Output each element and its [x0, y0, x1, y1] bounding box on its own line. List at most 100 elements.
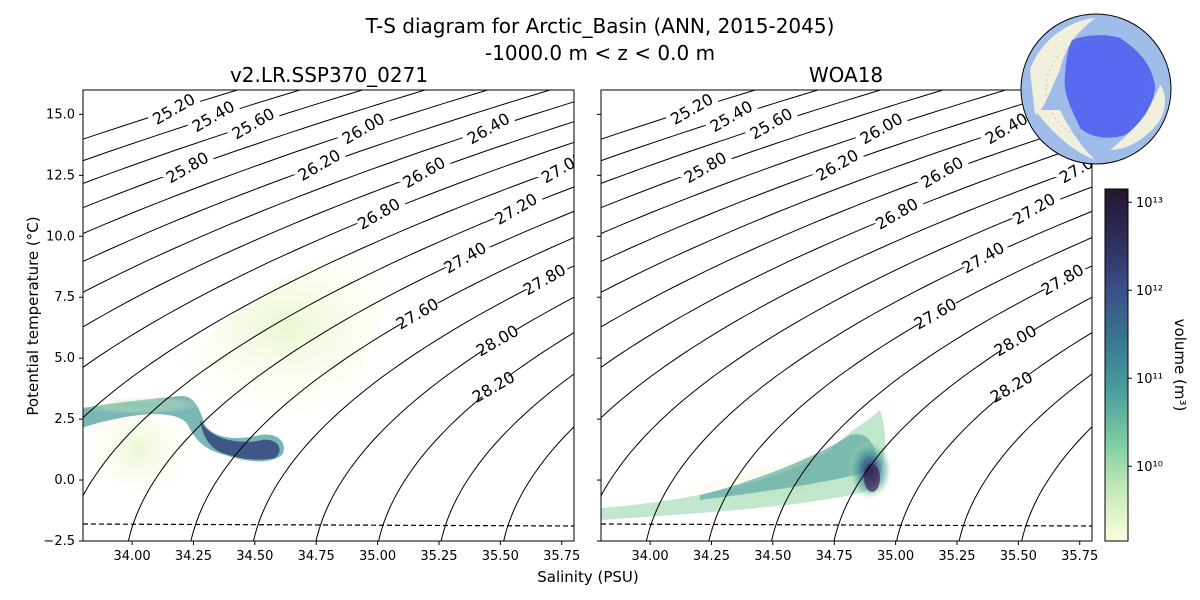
- density-contour: [601, 90, 1070, 263]
- contour-label-bg: [745, 113, 798, 134]
- density-contour: [83, 90, 552, 263]
- density-contours-obs: 25.2025.4025.6025.8026.0026.2026.4026.60…: [601, 90, 1092, 541]
- density-contour: [896, 332, 1092, 541]
- plot-frame-obs: [600, 89, 1093, 542]
- inset-land-greenland: [1035, 110, 1095, 160]
- colorbar-tick-label: 10¹²: [1136, 284, 1163, 299]
- contour-label: 28.20: [469, 367, 518, 406]
- contour-label: 27.20: [1009, 189, 1058, 228]
- x-ticks-model: 34.00 34.25 34.50 34.75 35.00 35.25 35.50 35.75: [113, 541, 580, 564]
- core-model: [200, 420, 280, 460]
- contour-label-bg: [871, 203, 924, 224]
- x-tick-label: 35.75: [1061, 549, 1098, 564]
- sparse-cloud-upper: [150, 228, 424, 424]
- y-tick-label: 7.5: [54, 290, 75, 305]
- contour-label: 27.60: [393, 294, 442, 333]
- band-obs: [601, 410, 886, 520]
- contour-label: 27.00: [538, 148, 587, 187]
- density-contour: [83, 90, 490, 235]
- density-contour: [601, 90, 883, 184]
- density-contour: [127, 210, 574, 541]
- y-tick-label: 2.5: [54, 412, 75, 427]
- colorbar-ticks: 10¹³ 10¹² 10¹¹ 10¹⁰: [1128, 196, 1163, 475]
- contour-label-bg: [353, 203, 406, 224]
- x-tick-label: 35.25: [938, 549, 975, 564]
- contour-label: 25.80: [681, 148, 730, 187]
- x-tick-label: 34.75: [816, 549, 853, 564]
- plot-frame-model: [82, 89, 575, 542]
- inset-land-eurasia: [1110, 85, 1165, 150]
- density-contour: [83, 90, 365, 184]
- density-contour: [601, 121, 1092, 328]
- ts-histogram-obs: [601, 350, 912, 522]
- contour-label-bg: [1008, 198, 1061, 219]
- x-tick-label: 34.50: [236, 549, 273, 564]
- contour-label: 28.00: [473, 321, 522, 360]
- contour-label: 27.80: [1038, 260, 1087, 299]
- contour-label-bg: [811, 154, 864, 175]
- contour-label: 26.60: [399, 153, 448, 192]
- y-ticks-obs: [597, 113, 601, 542]
- density-contour: [833, 296, 1092, 541]
- contour-label-bg: [187, 105, 240, 126]
- contour-label-bg: [471, 330, 524, 351]
- x-tick-label: 35.25: [420, 549, 457, 564]
- density-contour: [601, 163, 1092, 419]
- x-ticks-obs: 34.00 34.25 34.50 34.75 35.00 35.25 35.50 35.75: [631, 541, 1098, 564]
- density-contour: [83, 186, 574, 497]
- density-contour: [1021, 426, 1092, 541]
- sparse-cloud-left: [83, 398, 194, 500]
- contour-label: 26.60: [917, 153, 966, 192]
- colorbar: 10¹³ 10¹² 10¹¹ 10¹⁰ volume (m³): [1104, 188, 1189, 542]
- contour-label-bg: [909, 303, 962, 324]
- contour-label: 26.20: [813, 145, 862, 184]
- y-tick-label: 10.0: [46, 229, 75, 244]
- contour-label-bg: [148, 98, 201, 119]
- inset-graticule: [1045, 38, 1147, 140]
- contour-label-bg: [518, 269, 571, 290]
- y-axis-label: Potential temperature (°C): [24, 216, 42, 415]
- inset-border: [1020, 13, 1172, 165]
- ts-histogram-model: [83, 228, 424, 500]
- x-tick-label: 34.75: [298, 549, 335, 564]
- density-contour: [83, 90, 427, 209]
- x-tick-label: 34.25: [693, 549, 730, 564]
- contour-label: 28.00: [991, 321, 1040, 360]
- contour-label-bg: [666, 98, 719, 119]
- x-tick-label: 35.75: [543, 549, 580, 564]
- figure-title: T-S diagram for Arctic_Basin (ANN, 2015-…: [365, 14, 835, 38]
- panel-model: v2.LR.SSP370_0271 25.2025.4025.6025.8026…: [24, 63, 587, 564]
- x-tick-label: 35.50: [482, 549, 519, 564]
- y-ticks-model: −2.5 0.0 2.5 5.0 7.5 10.0 12.5 15.0: [43, 107, 83, 549]
- colorbar-tick-label: 10¹¹: [1136, 372, 1163, 387]
- contour-label: 26.20: [295, 145, 344, 184]
- density-contour: [315, 296, 574, 541]
- panel-title-model: v2.LR.SSP370_0271: [230, 63, 428, 87]
- y-tick-label: 5.0: [54, 351, 75, 366]
- y-tick-label: 15.0: [46, 107, 75, 122]
- band-core-obs: [700, 434, 877, 500]
- x-tick-label: 35.00: [359, 549, 396, 564]
- contour-label-bg: [293, 154, 346, 175]
- contour-label-bg: [227, 113, 280, 134]
- x-tick-label: 35.00: [877, 549, 914, 564]
- fringe-model: [83, 396, 200, 414]
- contour-label-bg: [536, 157, 574, 178]
- colorbar-tick-label: 10¹³: [1136, 196, 1163, 211]
- x-tick-label: 34.50: [754, 549, 791, 564]
- x-tick-label: 35.50: [1000, 549, 1037, 564]
- colorbar-tick-label: 10¹⁰: [1136, 460, 1163, 475]
- density-contour: [440, 373, 574, 541]
- contour-label-bg: [980, 118, 1033, 139]
- colorbar-label: volume (m³): [1171, 319, 1189, 412]
- contour-label-bg: [398, 161, 451, 182]
- density-contour: [83, 121, 574, 328]
- contour-label-bg: [467, 376, 520, 397]
- peak-obs: [864, 464, 880, 492]
- inset-region-map: [1020, 13, 1172, 165]
- contour-label: 27.40: [959, 238, 1008, 277]
- density-contour: [503, 426, 574, 541]
- density-contour: [958, 373, 1092, 541]
- x-axis-label: Salinity (PSU): [537, 568, 639, 586]
